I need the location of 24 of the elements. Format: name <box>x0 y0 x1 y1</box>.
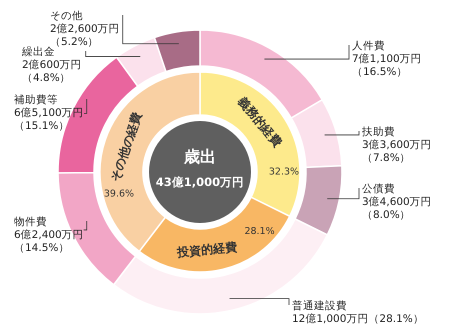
data-label: 3億4,600万円（8.0%） <box>362 195 432 221</box>
data-label: 2億600万円（4.8%） <box>22 58 82 84</box>
data-label: 32.3% <box>268 166 300 178</box>
slice-label: 公債費 <box>362 182 395 195</box>
text: 歳出 <box>183 147 216 166</box>
slice-label: 投資的経費 <box>175 240 238 260</box>
data-label: 12億1,000万円（28.1%） <box>292 312 424 325</box>
slice-label: 繰出金 <box>21 45 55 58</box>
text: 43億1,000万円 <box>156 175 244 189</box>
slice-label: 人件費 <box>352 39 385 52</box>
slice-label: その他 <box>50 10 83 22</box>
slice-label: その他の経費 <box>108 110 144 184</box>
data-label: 39.6% <box>104 188 134 200</box>
slice-label: 補助費等 <box>14 93 58 106</box>
slice-label: 義務的経費 <box>234 94 284 150</box>
data-label: 28.1% <box>244 226 275 237</box>
data-label: 2億2,600万円（5.2%） <box>50 22 120 48</box>
data-label: 6億2,400万円（14.5%） <box>14 228 84 254</box>
data-label: 3億3,600万円（7.8%） <box>362 138 432 164</box>
data-label: 7億1,100万円（16.5%） <box>352 52 422 78</box>
slice-label: 普通建設費 <box>292 299 347 312</box>
slice-label: 物件費 <box>14 215 47 228</box>
slice-label: 扶助費 <box>361 125 395 138</box>
data-label: 6億5,100万円（15.1%） <box>14 106 84 132</box>
